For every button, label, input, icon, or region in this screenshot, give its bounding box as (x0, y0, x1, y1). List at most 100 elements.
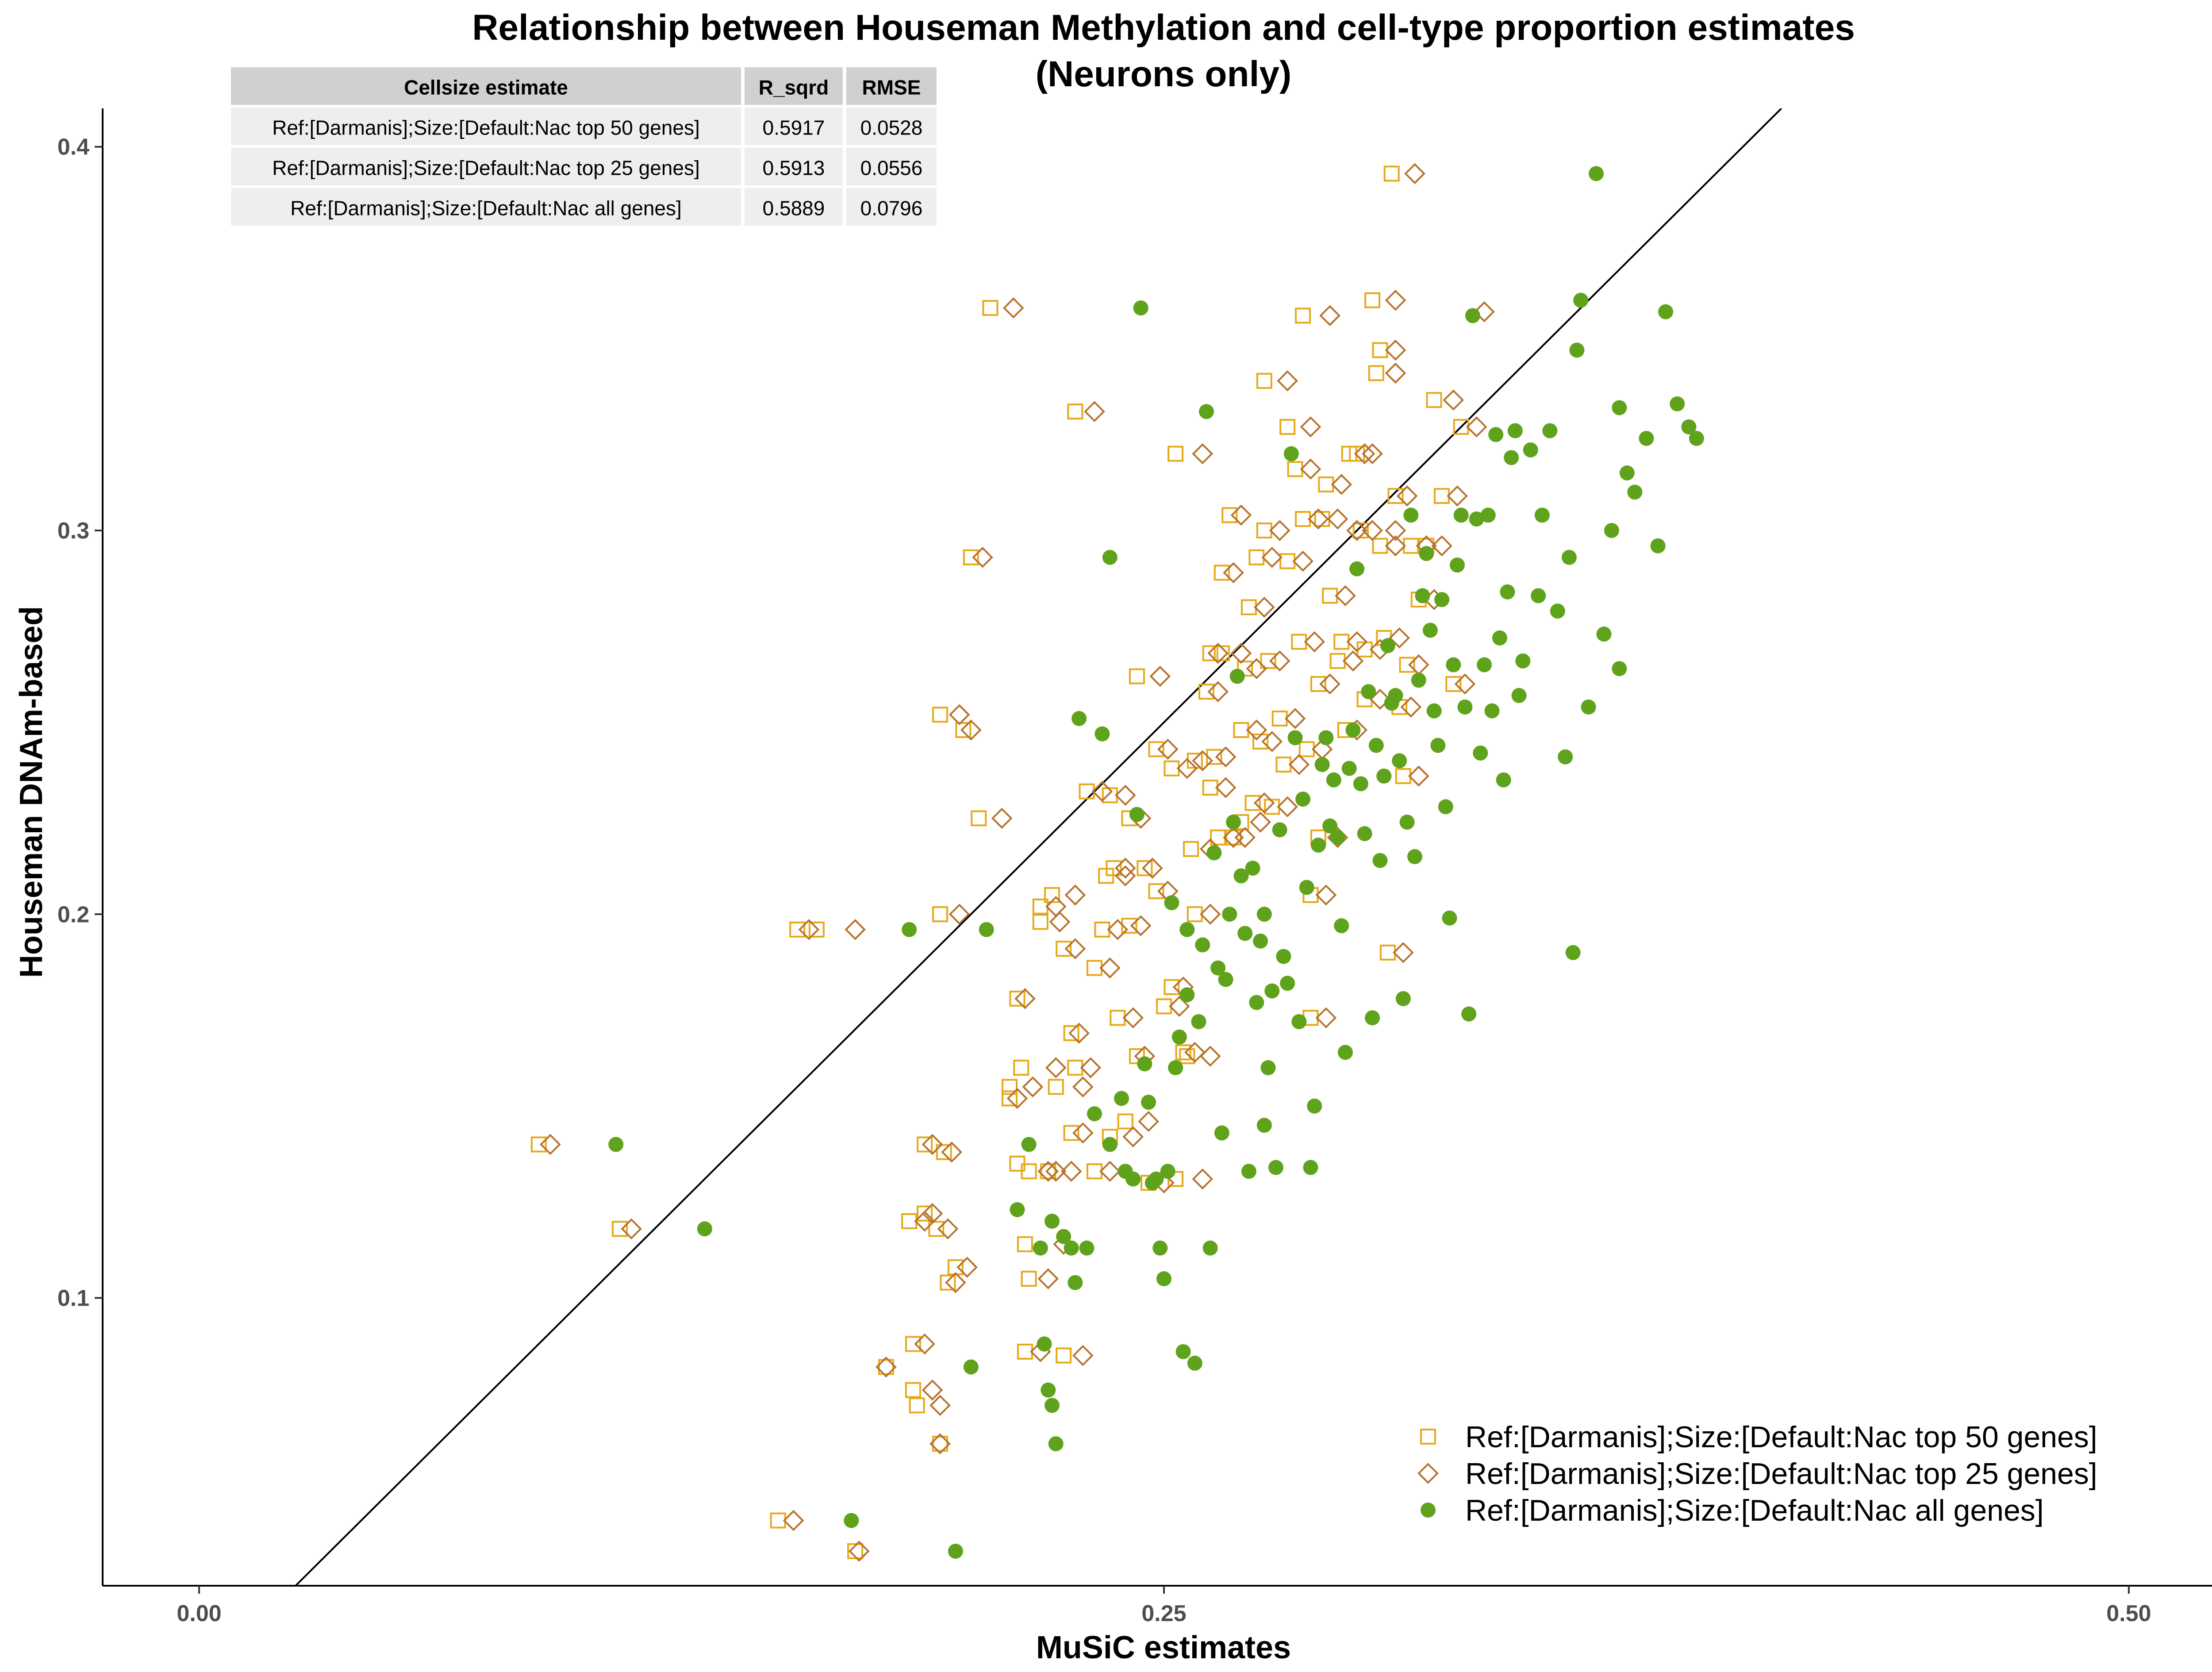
data-point (955, 722, 972, 738)
data-point (1022, 1076, 1044, 1098)
data-point (1346, 631, 1368, 653)
data-point (960, 719, 982, 741)
data-point (1010, 1202, 1025, 1218)
data-point (1430, 738, 1446, 753)
data-point (1152, 1240, 1168, 1256)
data-point (1299, 880, 1314, 895)
data-point (849, 1541, 870, 1562)
data-point (1037, 1161, 1059, 1182)
data-point (1122, 1007, 1144, 1029)
data-point (1310, 676, 1326, 692)
data-point (1477, 657, 1492, 673)
data-point (1138, 1111, 1159, 1132)
data-point (1581, 699, 1596, 715)
table-cell-text: 0.5917 (763, 116, 825, 139)
data-point (1064, 938, 1086, 960)
data-point (1523, 442, 1538, 457)
data-point (1454, 673, 1476, 695)
data-point (1156, 1271, 1171, 1287)
data-point (1300, 416, 1321, 438)
table-cell-text: Ref:[Darmanis];Size:[Default:Nac all gen… (290, 197, 682, 220)
data-point (1091, 780, 1113, 802)
data-point (1223, 562, 1244, 584)
data-point (1404, 163, 1425, 184)
data-point (1002, 297, 1024, 319)
chart-title: Relationship between Houseman Methylatio… (472, 8, 1855, 48)
data-point (1048, 1079, 1064, 1095)
data-point (1045, 1161, 1067, 1182)
data-point (1246, 719, 1267, 741)
data-point (1148, 883, 1164, 899)
data-point (1368, 738, 1384, 753)
legend-key (1421, 1503, 1436, 1518)
data-point (1291, 1014, 1307, 1030)
data-point (1198, 404, 1214, 419)
data-point (1245, 861, 1260, 876)
data-point (1261, 546, 1283, 568)
data-point (1021, 1137, 1037, 1152)
data-point (1157, 738, 1179, 760)
data-point (1013, 1060, 1029, 1076)
data-point (1318, 730, 1334, 746)
data-point (1250, 811, 1271, 833)
data-point (808, 921, 825, 938)
data-point (1331, 474, 1352, 495)
data-point (1362, 520, 1383, 541)
data-point (1364, 292, 1381, 308)
data-point (1385, 289, 1406, 311)
data-point (1195, 937, 1210, 953)
data-point (1107, 919, 1129, 940)
data-point (917, 1136, 933, 1153)
data-point (1426, 392, 1442, 408)
data-point (1056, 1229, 1071, 1244)
data-point (1045, 1398, 1060, 1413)
data-point (1469, 511, 1484, 527)
data-point (1214, 645, 1230, 661)
data-point (1237, 926, 1253, 941)
data-point (1192, 750, 1214, 772)
data-point (922, 1134, 943, 1155)
table-cell-bg (745, 108, 843, 145)
data-point (1589, 166, 1604, 181)
data-point (1048, 1436, 1064, 1452)
data-point (937, 1218, 959, 1240)
data-point (1511, 688, 1527, 703)
data-point (1388, 688, 1403, 703)
data-point (1569, 342, 1585, 358)
data-point (1292, 550, 1313, 572)
data-point (1277, 796, 1298, 818)
data-point (949, 903, 970, 925)
data-point (1393, 942, 1414, 963)
data-point (1308, 508, 1329, 530)
data-point (1341, 761, 1357, 776)
summary-table: Cellsize estimate R_sqrd RMSE Ref:[Darmanis… (231, 67, 937, 226)
legend: Ref:[Darmanis];Size:[Default:Nac top 50 … (1417, 1420, 2097, 1527)
data-point (1102, 1137, 1118, 1152)
data-point (1380, 638, 1395, 653)
data-point (1037, 1268, 1059, 1290)
data-point (1353, 776, 1368, 792)
data-point (1164, 979, 1180, 996)
data-point (1192, 1168, 1214, 1190)
x-tick-label: 0.00 (177, 1601, 221, 1626)
points-layer (530, 163, 1704, 1562)
data-point (1063, 1025, 1079, 1042)
data-point (621, 1218, 642, 1240)
data-point (1399, 815, 1415, 830)
data-point (1229, 669, 1245, 684)
data-point (878, 1359, 894, 1375)
data-point (1327, 508, 1348, 530)
data-point (1002, 1090, 1018, 1107)
data-point (1627, 484, 1643, 500)
data-point (1411, 673, 1426, 688)
data-point (1179, 1048, 1195, 1065)
data-point (1346, 520, 1368, 541)
data-point (1279, 419, 1296, 435)
data-point (1349, 561, 1365, 577)
legend-label: Ref:[Darmanis];Size:[Default:Nac top 25 … (1465, 1457, 2097, 1491)
data-point (540, 1134, 561, 1155)
table-cell-text: Ref:[Darmanis];Size:[Default:Nac top 50 … (272, 116, 699, 139)
data-point (1253, 933, 1268, 949)
data-point (905, 1382, 921, 1398)
